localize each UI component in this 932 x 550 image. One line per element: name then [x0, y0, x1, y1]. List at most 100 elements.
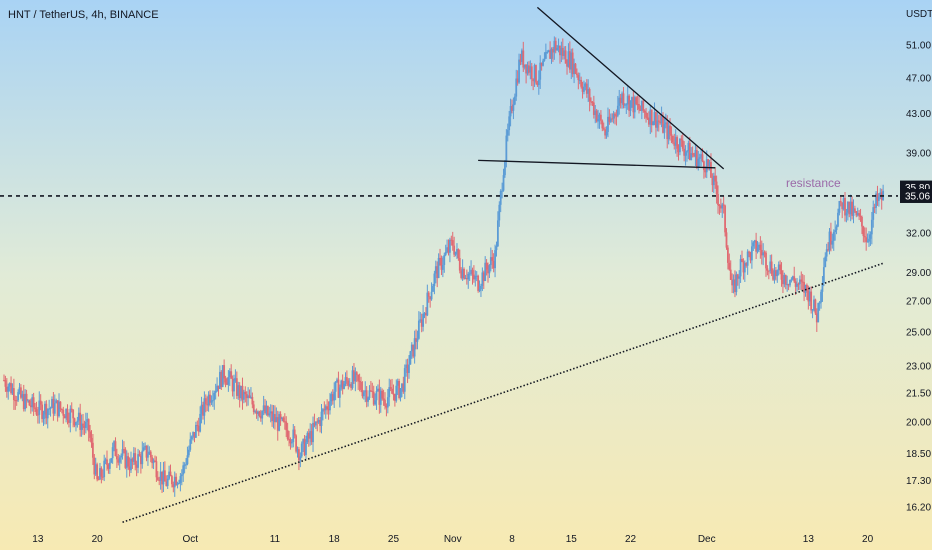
candle-body	[5, 386, 8, 392]
candle-body	[62, 409, 65, 416]
candle-body	[248, 395, 251, 398]
candle-body	[94, 464, 97, 475]
candle-body	[845, 212, 848, 216]
candle-body	[798, 279, 801, 285]
candle-body	[468, 273, 471, 275]
candle-body	[516, 78, 519, 83]
candle-body	[408, 364, 410, 373]
ascending-support-line[interactable]	[122, 262, 885, 523]
candle-body	[855, 211, 858, 216]
candle-body	[180, 474, 183, 477]
candle-body	[866, 241, 869, 243]
x-axis[interactable]: 13 20 Oct 11 18 25 Nov 8 15 22 Dec 13 20	[32, 534, 873, 545]
candle-body	[372, 391, 375, 405]
candle-body	[450, 239, 453, 241]
candle-body	[721, 204, 724, 209]
candle-body	[302, 439, 305, 444]
triangle-base-line[interactable]	[478, 159, 716, 169]
candle-body	[671, 135, 674, 143]
candle-body	[317, 419, 320, 423]
candle-body	[605, 131, 608, 136]
candle-body	[492, 260, 495, 269]
candle-body	[708, 162, 711, 167]
triangle-upper-line[interactable]	[536, 6, 725, 170]
candle-body	[705, 159, 708, 173]
candle-body	[92, 442, 94, 458]
candle-body	[564, 50, 567, 64]
candle-body	[794, 281, 797, 287]
candle-body	[542, 60, 544, 66]
candle-body	[669, 125, 671, 134]
candle-body	[128, 466, 131, 471]
candle-body	[354, 372, 357, 382]
candle-body	[779, 264, 782, 271]
candle-body	[684, 152, 687, 156]
candle-body	[774, 270, 777, 277]
candle-body	[272, 414, 275, 422]
candle-body	[868, 238, 870, 242]
candle-body	[877, 196, 880, 201]
candle-body	[55, 400, 58, 404]
candle-body	[707, 159, 710, 167]
candle-body	[807, 290, 810, 302]
candle-body	[573, 63, 575, 75]
candle-body	[537, 79, 540, 86]
candle-body	[473, 274, 475, 280]
candle-body	[738, 276, 741, 279]
candle-body	[732, 279, 735, 286]
candle-body	[103, 460, 106, 478]
candle-body	[529, 66, 532, 73]
candle-body	[519, 59, 522, 62]
candle-body	[322, 409, 324, 412]
candle-body	[386, 397, 389, 408]
candle-body	[657, 120, 660, 122]
candle-body	[183, 464, 186, 466]
candle-body	[755, 240, 758, 252]
candle-body	[392, 393, 395, 395]
candle-body	[432, 285, 434, 292]
candle-body	[618, 97, 621, 106]
x-tick-label: 13	[32, 534, 44, 545]
candle-body	[631, 97, 633, 101]
candle-body	[649, 109, 652, 125]
candle-body	[679, 138, 681, 153]
candle-body	[489, 257, 492, 266]
candle-body	[694, 150, 697, 157]
candle-body	[633, 97, 636, 113]
candle-body	[813, 299, 815, 310]
candle-body	[65, 409, 67, 419]
candle-body	[636, 103, 639, 105]
candle-body	[214, 391, 217, 394]
candle-body	[616, 105, 619, 116]
candle-body	[632, 97, 635, 113]
candle-body	[447, 247, 450, 253]
candle-body	[710, 162, 712, 178]
candle-body	[429, 296, 432, 300]
candle-body	[718, 205, 721, 207]
candle-body	[100, 468, 103, 477]
candle-body	[743, 263, 746, 273]
candle-body	[257, 411, 259, 414]
candle-body	[498, 204, 501, 221]
candle-body	[401, 383, 403, 389]
candle-body	[688, 142, 691, 160]
high-tag-text: 35.80	[905, 183, 930, 194]
candle-body	[223, 365, 226, 379]
candle-body	[141, 450, 144, 465]
y-tick-label: 29.00	[906, 268, 931, 279]
candle-body	[31, 397, 34, 408]
candle-body	[362, 392, 365, 397]
candle-body	[550, 48, 553, 59]
y-axis[interactable]: 51.00 47.00 43.00 39.00 32.00 29.00 27.00 25.00…	[906, 41, 931, 514]
candle-body	[207, 394, 210, 406]
candle-body	[769, 261, 772, 272]
candle-body	[69, 408, 72, 423]
y-tick-label: 32.00	[906, 228, 931, 239]
candle-body	[461, 268, 464, 279]
candle-body	[607, 116, 609, 132]
candle-body	[173, 476, 176, 488]
candle-body	[739, 258, 742, 277]
candle-body	[608, 116, 611, 122]
